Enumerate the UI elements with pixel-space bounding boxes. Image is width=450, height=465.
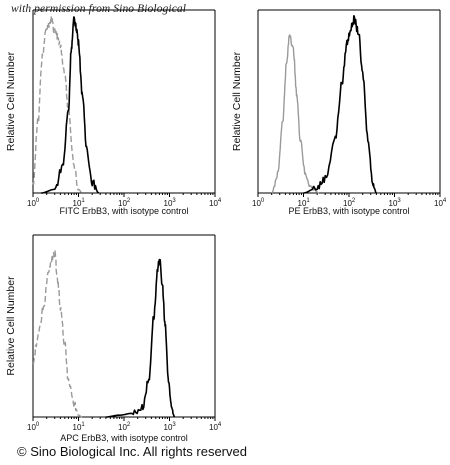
histogram-panel-apc: 100 101 102 103 104 Relative Cell Number APC E… [5,235,222,443]
y-axis-label: Relative Cell Number [5,51,17,151]
x-tick-label: 104 [209,422,222,432]
x-axis-label: APC ErbB3, with isotype control [60,433,188,443]
sample-histogram-line [106,260,175,418]
x-tick-label: 100 [252,198,265,208]
y-axis-label: Relative Cell Number [231,51,243,151]
x-axis-label: PE ErbB3, with isotype control [288,206,409,216]
isotype-control-line [272,35,319,193]
copyright-text: © Sino Biological Inc. All rights reserv… [17,444,247,459]
x-tick-label: 101 [73,422,86,432]
x-axis-label: FITC ErbB3, with isotype control [59,206,188,216]
x-tick-label: 102 [118,422,131,432]
x-tick-label: 103 [164,422,177,432]
y-axis-label: Relative Cell Number [5,276,17,376]
isotype-control-line [33,251,82,417]
isotype-control-line [33,16,82,193]
x-tick-label: 100 [27,198,40,208]
sample-histogram-line [41,17,99,193]
x-tick-label: 100 [27,422,40,432]
x-tick-label: 104 [209,198,222,208]
x-tick-label: 104 [434,198,447,208]
sample-histogram-line [304,16,377,193]
